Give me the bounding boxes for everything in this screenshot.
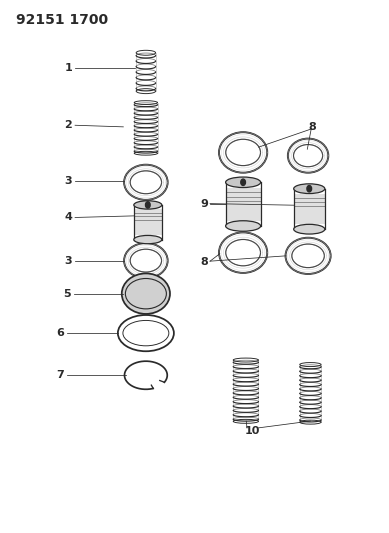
Ellipse shape	[226, 221, 261, 231]
Text: 10: 10	[244, 426, 260, 435]
Ellipse shape	[294, 224, 325, 234]
Text: 92151 1700: 92151 1700	[16, 13, 108, 27]
Circle shape	[241, 179, 245, 185]
Circle shape	[307, 185, 312, 192]
Text: 1: 1	[64, 63, 72, 73]
FancyBboxPatch shape	[226, 188, 261, 221]
Text: 8: 8	[200, 257, 208, 267]
Text: 3: 3	[64, 176, 72, 186]
Text: 8: 8	[308, 122, 316, 132]
Text: 5: 5	[63, 289, 71, 298]
Text: 4: 4	[64, 213, 72, 222]
Ellipse shape	[134, 236, 162, 244]
Ellipse shape	[122, 273, 170, 314]
Text: 6: 6	[56, 328, 64, 338]
Ellipse shape	[134, 201, 162, 209]
Ellipse shape	[294, 184, 325, 193]
Text: 7: 7	[56, 370, 64, 380]
FancyBboxPatch shape	[134, 209, 162, 236]
Text: 2: 2	[64, 120, 72, 130]
Text: 9: 9	[200, 199, 208, 208]
Ellipse shape	[226, 177, 261, 188]
FancyBboxPatch shape	[294, 193, 325, 224]
Circle shape	[145, 202, 150, 208]
Text: 3: 3	[64, 256, 72, 265]
